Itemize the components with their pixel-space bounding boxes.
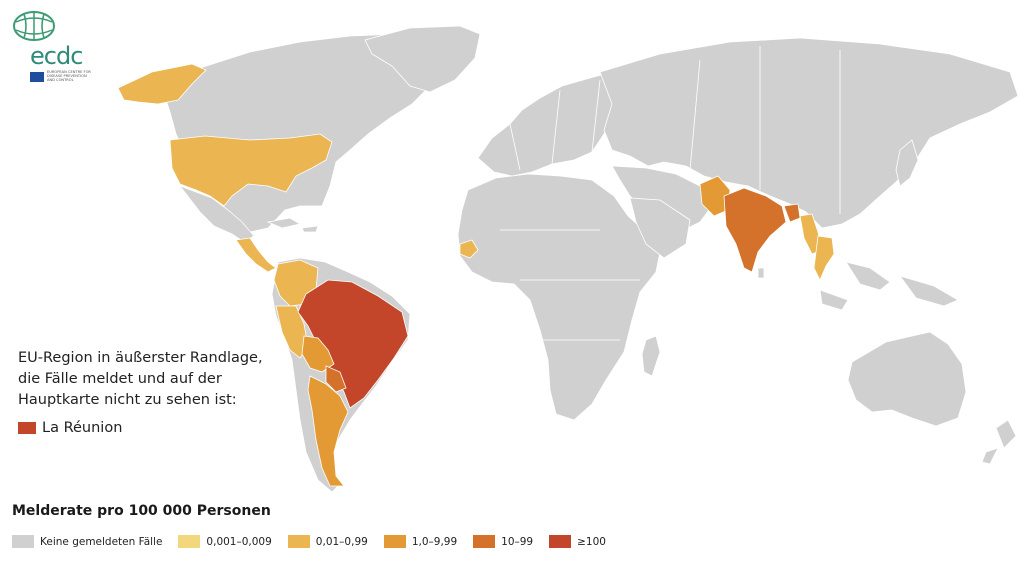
africa-landmass — [457, 173, 661, 421]
legend-item: 10–99 — [473, 535, 533, 548]
sri-lanka — [757, 267, 765, 279]
legend-label: ≥100 — [577, 535, 606, 548]
legend-title: Melderate pro 100 000 Personen — [12, 503, 271, 519]
legend-item: Keine gemeldeten Fälle — [12, 535, 162, 548]
middle-east — [611, 165, 713, 233]
legend-item: 0,001–0,009 — [178, 535, 272, 548]
new-zealand — [981, 419, 1017, 465]
legend-swatch — [549, 535, 572, 548]
region-paraguay — [325, 365, 347, 393]
region-central-america — [235, 237, 277, 273]
legend-item: 0,01–0,99 — [287, 535, 368, 548]
reunion-label: La Réunion — [42, 420, 123, 436]
legend-item: ≥100 — [549, 535, 606, 548]
region-senegal — [459, 239, 479, 259]
inset-note-line-1: EU-Region in äußerster Randlage, — [18, 350, 263, 366]
region-thailand — [813, 235, 835, 281]
border-lines — [500, 46, 841, 341]
legend-item: 1,0–9,99 — [383, 535, 458, 548]
australia — [847, 331, 967, 427]
legend-label: 10–99 — [501, 535, 534, 548]
reunion-swatch — [18, 422, 36, 434]
legend-swatch — [383, 535, 406, 548]
japan — [895, 139, 919, 187]
region-united-states — [169, 133, 333, 207]
region-india — [723, 187, 787, 273]
legend-label: Keine gemeldeten Fälle — [40, 535, 163, 548]
legend-swatch — [473, 535, 496, 548]
legend-swatch — [12, 535, 34, 548]
inset-note-line-2: die Fälle meldet und auf der — [18, 371, 222, 387]
region-argentina — [307, 375, 349, 487]
greenland — [364, 25, 481, 93]
logo-subtitle-line-1: EUROPEAN CENTRE FOR — [47, 70, 91, 74]
arabian-peninsula — [629, 197, 691, 259]
logo-wordmark: ecdc — [30, 42, 83, 70]
logo-subtitle-line-3: AND CONTROL — [47, 78, 74, 83]
legend-swatch — [287, 535, 310, 548]
inset-note-line-3: Hauptkarte nicht zu sehen ist: — [18, 392, 237, 408]
legend-label: 1,0–9,99 — [411, 535, 458, 548]
reunion-legend-row: La Réunion — [18, 420, 122, 436]
region-alaska — [117, 63, 207, 105]
legend-label: 0,01–0,99 — [315, 535, 368, 548]
inset-note: EU-Region in äußerster Randlage, die Fäl… — [18, 348, 268, 411]
madagascar — [641, 335, 661, 377]
legend-swatch — [178, 535, 201, 548]
globe-icon — [13, 11, 55, 41]
logo-subtitle: EUROPEAN CENTRE FOR DISEASE PREVENTION A… — [47, 70, 91, 83]
legend-label: 0,001–0,009 — [206, 535, 272, 548]
southeast-asia-islands — [819, 261, 959, 311]
eu-flag-icon — [30, 72, 44, 82]
legend: Keine gemeldeten Fälle 0,001–0,009 0,01–… — [12, 535, 622, 548]
region-bangladesh — [783, 203, 801, 223]
caribbean-islands — [266, 217, 319, 233]
logo-subtitle-line-2: DISEASE PREVENTION — [47, 74, 87, 79]
ecdc-logo: ecdc EUROPEAN CENTRE FOR DISEASE PREVENT… — [8, 8, 91, 84]
asia-landmass — [599, 37, 1019, 229]
